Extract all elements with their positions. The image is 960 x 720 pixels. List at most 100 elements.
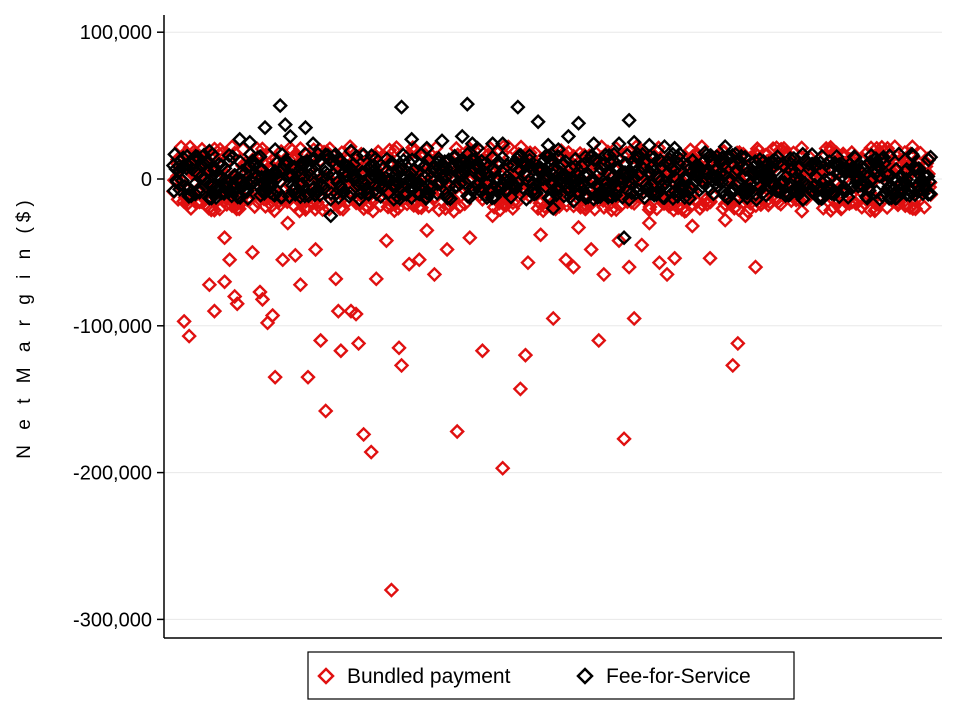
bundled-payment-point [570,219,587,236]
fee-for-service-point [606,146,622,162]
bundled-payment-point [332,200,348,217]
bundled-payment-point [330,303,347,319]
bundled-payment-point [212,141,228,158]
bundled-payment-point [383,582,400,598]
fee-for-service-point [309,181,326,198]
fee-for-service-point [316,180,332,197]
bundled-payment-point [583,241,599,258]
bundled-payment-point [684,218,701,234]
y-tick-label: -200,000 [73,463,152,485]
data-points [165,96,939,598]
fee-for-service-point [847,150,863,166]
bundled-payment-point [388,139,405,156]
bundled-payment-point [333,343,349,359]
fee-for-service-point [911,161,927,177]
bundled-payment-point [626,310,642,327]
fee-for-service-point [758,187,774,203]
bundled-payment-point [634,237,650,253]
bundled-payment-point [862,202,879,219]
bundled-payment-point [596,266,612,283]
fee-for-service-point [204,146,221,163]
fee-for-service-point [305,136,321,152]
fee-for-service-point [639,180,656,196]
fee-for-service-point [232,131,248,148]
fee-for-service-point [292,188,309,205]
bundled-payment-point [226,288,243,305]
fee-for-service-point [368,185,384,202]
fee-for-service-point [922,149,939,165]
bundled-payment-point [300,369,316,385]
fee-for-service-point [684,152,701,169]
bundled-payment-point [312,332,329,349]
fee-for-service-point [730,173,747,190]
fee-for-service-point [748,191,765,208]
fee-for-service-point [506,177,523,193]
fee-for-service-point [544,161,561,177]
bundled-payment-point [613,197,629,214]
bundled-payment-point [287,247,304,264]
fee-for-service-point [452,176,468,192]
fee-for-service-point [486,188,503,205]
fee-for-service-point [717,139,733,155]
fee-for-service-point [429,185,445,201]
fee-for-service-point [883,190,900,206]
bundled-payment-point [462,230,478,246]
fee-for-service-point [282,128,299,145]
bundled-payment-point [512,381,529,397]
fee-for-service-point [272,97,288,114]
bundled-payment-point [264,307,281,324]
fee-for-service-point [206,159,223,176]
bundled-payment-point [591,332,607,349]
fee-for-service-point [403,131,420,148]
bundled-payment-point [596,199,612,215]
fee-for-service-point [624,185,640,201]
fee-for-service-point [386,191,402,207]
bundled-payment-point [747,259,764,275]
bundled-payment-point [431,202,447,218]
fee-for-service-point [240,190,256,207]
fee-for-service-point [174,172,191,189]
bundled-payment-point [651,254,668,271]
bundled-payment-point [393,357,410,374]
bundled-payment-point [844,194,860,210]
bundled-payment-point [547,201,564,217]
fee-for-service-point [297,146,313,162]
bundled-payment-point [916,199,933,215]
fee-for-service-point [869,163,886,180]
fee-for-service-point [267,141,283,158]
bundled-payment-point [449,423,465,440]
fee-for-service-point [681,190,698,207]
bundled-payment-point [626,195,642,212]
bundled-payment-point [401,256,417,272]
fee-for-service-point [479,166,495,182]
bundled-payment-point [216,274,233,290]
bundled-payment-point [426,266,443,283]
fee-for-service-point [442,191,459,207]
bundled-payment-point [206,202,223,218]
bundled-payment-point [608,201,624,218]
y-axis-ticks: 100,000 0 -100,000 -200,000 -300,000 [73,22,164,631]
fee-for-service-point [343,143,359,159]
fee-for-service-point [656,139,673,155]
bundled-payment-point [717,212,733,228]
legend-box [307,651,795,700]
fee-for-service-point [190,182,207,198]
y-tick-label: -300,000 [73,609,152,631]
bundled-payment-point [307,241,324,258]
fee-for-service-point [297,119,314,136]
bundled-payment-point [328,271,344,287]
fee-for-service-point [257,119,273,136]
bundled-payment-point [267,369,283,385]
fee-for-service-point [891,146,907,162]
fee-for-service-point [358,180,375,197]
legend-label-bundled-payment: Bundled payment [347,665,511,688]
fee-for-service-point [922,186,938,202]
fee-for-service-point [838,182,855,198]
bundled-payment-point [176,313,192,330]
fee-for-service-point [519,156,535,173]
bundled-payment-point [252,284,268,300]
fee-for-service-point [472,168,488,184]
fee-for-service-point [565,193,582,209]
fee-for-service-point [222,153,238,169]
fee-for-service-point [457,175,473,191]
